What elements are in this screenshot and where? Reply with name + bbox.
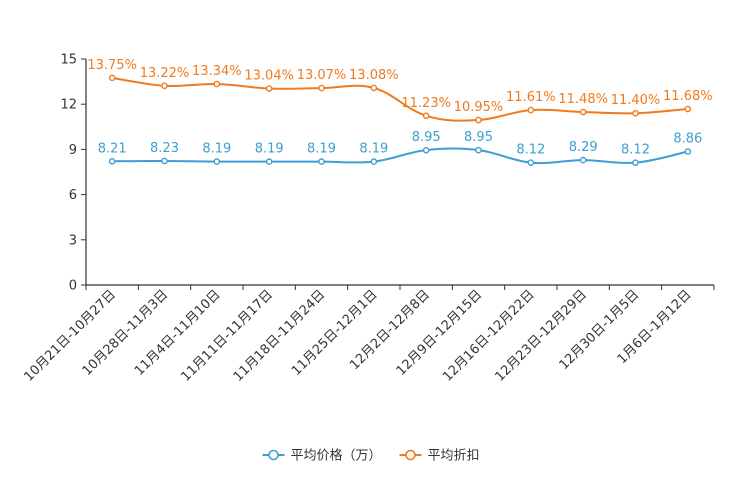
- data-point[interactable]: [370, 84, 378, 92]
- series-layer: [108, 74, 692, 166]
- data-point[interactable]: [370, 158, 378, 165]
- data-point[interactable]: [318, 84, 325, 92]
- y-tick-label: 0: [69, 279, 77, 294]
- y-tick-label: 9: [69, 143, 77, 158]
- data-point[interactable]: [632, 109, 639, 117]
- data-label: 11.68%: [663, 89, 713, 104]
- data-label: 8.95: [412, 130, 441, 145]
- x-tick-label: 11月18日-11月24日: [231, 287, 328, 384]
- data-label: 13.04%: [244, 69, 294, 84]
- series-line-0: [112, 147, 689, 165]
- y-tick-label: 15: [60, 53, 77, 68]
- data-label: 13.75%: [87, 58, 137, 73]
- data-point[interactable]: [161, 157, 168, 165]
- data-label: 8.12: [621, 143, 650, 158]
- legend[interactable]: 平均价格（万） 平均折扣: [262, 448, 480, 464]
- data-label: 11.61%: [506, 90, 556, 105]
- data-point[interactable]: [318, 158, 325, 165]
- data-point[interactable]: [527, 159, 535, 166]
- legend-label: 平均折扣: [428, 449, 480, 464]
- data-point[interactable]: [632, 159, 639, 166]
- legend-marker: [268, 449, 279, 461]
- series-line-1: [112, 76, 688, 122]
- data-point[interactable]: [422, 112, 430, 120]
- data-label: 8.23: [150, 141, 179, 156]
- legend-item-1[interactable]: 平均折扣: [399, 449, 480, 464]
- data-point[interactable]: [108, 74, 116, 82]
- legend-marker: [405, 449, 416, 461]
- data-point[interactable]: [265, 158, 273, 165]
- data-label: 13.07%: [297, 68, 347, 83]
- data-label: 8.29: [569, 140, 598, 155]
- data-point[interactable]: [213, 80, 221, 88]
- data-label: 8.86: [673, 132, 702, 147]
- data-point[interactable]: [684, 105, 692, 113]
- data-label: 8.21: [98, 141, 127, 156]
- data-point[interactable]: [265, 85, 273, 92]
- legend-item-0[interactable]: 平均价格（万）: [262, 448, 382, 464]
- data-label: 13.22%: [140, 66, 190, 81]
- x-tick-label: 11月11日-11月17日: [179, 287, 276, 384]
- data-labels: 8.21 8.23 8.19 8.19 8.19 8.19 8.95 8.95 8.12 8.29…: [87, 58, 712, 158]
- data-label: 11.40%: [611, 93, 661, 108]
- data-label: 8.19: [307, 142, 336, 157]
- data-label: 8.12: [516, 143, 545, 158]
- x-tick-label: 12月16日-12月22日: [440, 287, 537, 384]
- data-label: 13.34%: [192, 64, 242, 79]
- data-point[interactable]: [213, 158, 221, 165]
- y-tick-label: 3: [69, 233, 77, 248]
- data-point[interactable]: [527, 106, 535, 114]
- data-label: 11.23%: [401, 96, 451, 111]
- data-label: 8.95: [464, 130, 493, 145]
- data-point[interactable]: [108, 158, 116, 165]
- data-label: 8.19: [255, 142, 284, 157]
- data-label: 8.19: [202, 142, 231, 157]
- data-point[interactable]: [579, 108, 587, 116]
- data-label: 13.08%: [349, 68, 399, 83]
- legend-label: 平均价格（万）: [291, 448, 382, 464]
- data-point[interactable]: [579, 156, 587, 164]
- data-label: 8.19: [359, 142, 388, 157]
- y-tick-label: 6: [69, 188, 77, 203]
- data-label: 11.48%: [558, 92, 608, 107]
- x-tick-label: 10月21日-10月27日: [22, 287, 119, 384]
- data-label: 10.95%: [454, 100, 504, 115]
- data-point[interactable]: [684, 148, 692, 155]
- data-point[interactable]: [475, 116, 482, 124]
- data-point[interactable]: [475, 146, 482, 154]
- data-point[interactable]: [161, 82, 168, 90]
- x-tick-label: 12月23日-12月29日: [493, 287, 590, 384]
- data-point[interactable]: [422, 146, 430, 154]
- y-tick-label: 12: [60, 98, 77, 113]
